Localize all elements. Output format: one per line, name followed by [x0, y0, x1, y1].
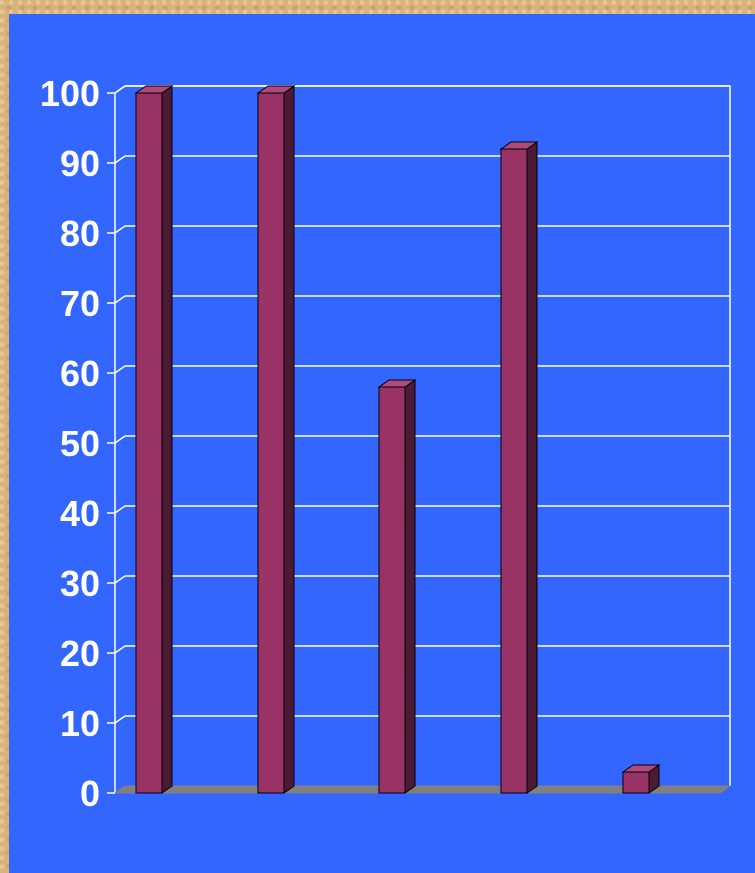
- bars: [134, 85, 661, 794]
- bar-3: [377, 379, 417, 794]
- gridline-depth-70: [114, 295, 126, 304]
- bar-top-4: [499, 141, 539, 150]
- gridline-depth-90: [114, 155, 126, 164]
- gridline-depth-60: [114, 365, 126, 374]
- bar-front-1: [135, 92, 163, 794]
- bar-top-2: [256, 85, 296, 94]
- tick-label-90: 90: [60, 143, 100, 184]
- bar-top-5: [621, 764, 661, 773]
- bar-front-4: [500, 148, 528, 794]
- y-axis-ticks: 0 10 20 30 40 50 60 70 80 90 100: [40, 73, 115, 814]
- bar-side-4: [526, 141, 538, 794]
- gridline-depth-10: [114, 715, 126, 724]
- bar-4: [499, 141, 539, 794]
- plot-frame: [114, 85, 731, 793]
- bar-front-3: [378, 386, 406, 794]
- bar-top-3: [377, 379, 417, 388]
- tick-label-40: 40: [60, 493, 100, 534]
- bar-5: [621, 764, 661, 794]
- tick-label-80: 80: [60, 213, 100, 254]
- gridline-depth-100: [114, 85, 126, 94]
- bar-front-2: [257, 92, 285, 794]
- tick-label-20: 20: [60, 633, 100, 674]
- gridline-depth-20: [114, 645, 126, 654]
- bar-top-1: [134, 85, 174, 94]
- tick-label-0: 0: [80, 773, 100, 814]
- gridline-depth-80: [114, 225, 126, 234]
- bar-side-3: [404, 379, 416, 794]
- bar-2: [256, 85, 296, 794]
- tick-label-50: 50: [60, 423, 100, 464]
- tick-label-70: 70: [60, 283, 100, 324]
- tick-label-10: 10: [60, 703, 100, 744]
- gridline-depth-40: [114, 505, 126, 514]
- tick-label-100: 100: [40, 73, 100, 114]
- bar-front-5: [622, 771, 650, 794]
- tick-label-60: 60: [60, 353, 100, 394]
- gridline-depth-30: [114, 575, 126, 584]
- tick-label-30: 30: [60, 563, 100, 604]
- gridline-depth-50: [114, 435, 126, 444]
- bar-side-1: [161, 85, 173, 794]
- bar-1: [134, 85, 174, 794]
- bar-side-2: [283, 85, 295, 794]
- gridlines: [114, 85, 731, 793]
